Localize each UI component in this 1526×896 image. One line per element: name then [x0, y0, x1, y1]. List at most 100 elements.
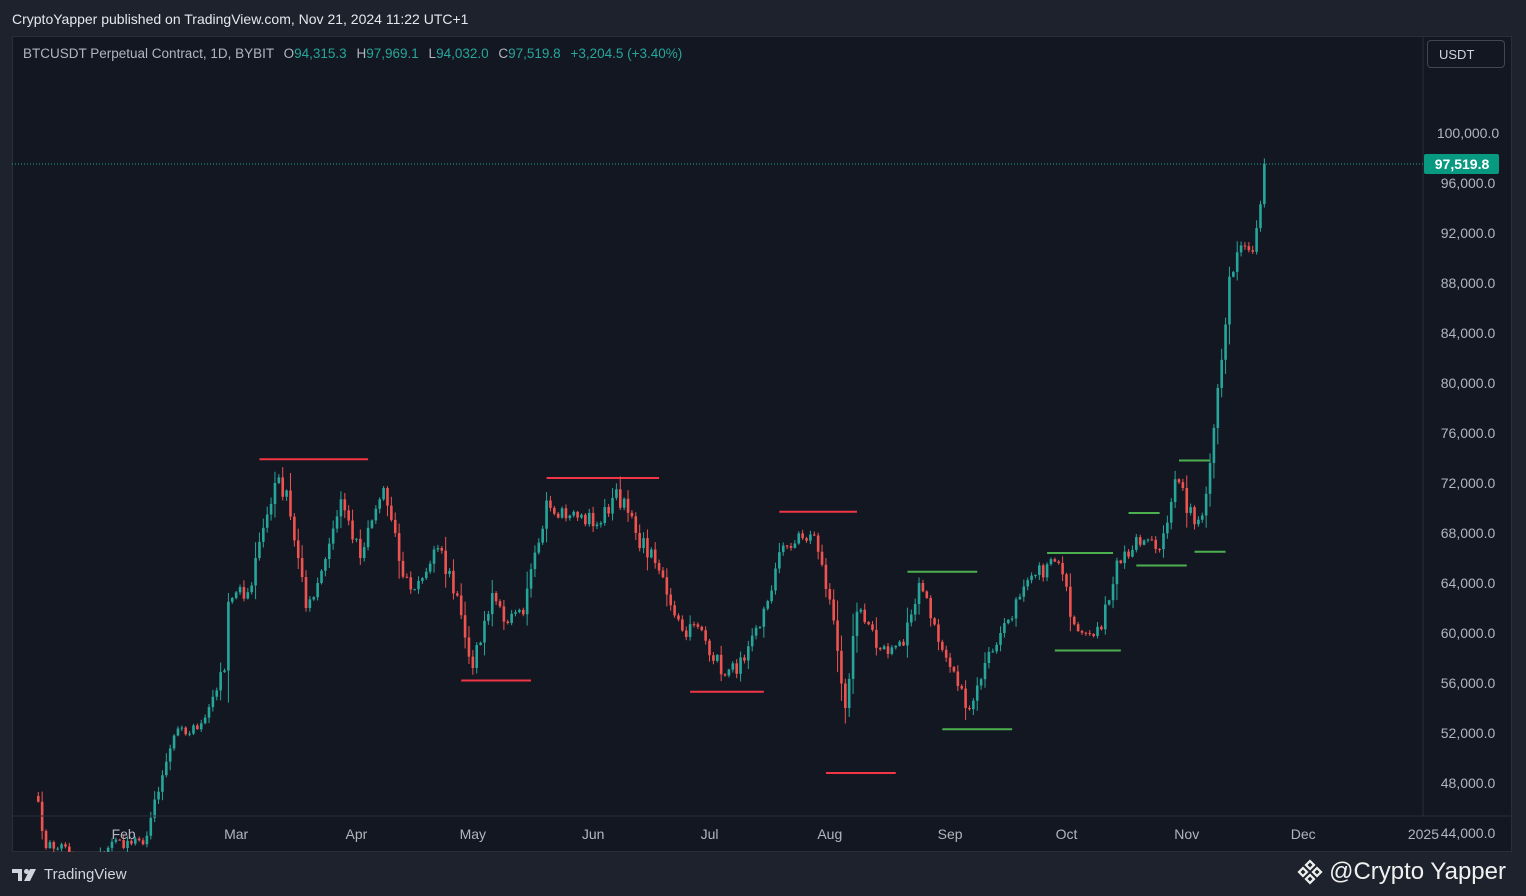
candle-body: [847, 678, 851, 708]
time-tick-label: Apr: [346, 826, 368, 842]
candle-body: [991, 651, 995, 653]
candle-body: [1123, 551, 1126, 564]
candle-body: [444, 550, 447, 574]
candle-body: [459, 595, 463, 616]
ohlc-legend: BTCUSDT Perpetual Contract, 1D, BYBIT O9…: [23, 46, 682, 61]
candle-body: [750, 635, 754, 647]
candle-body: [944, 649, 948, 658]
candle-body: [1057, 561, 1061, 563]
candle-body: [1197, 519, 1200, 525]
candle-body: [743, 657, 746, 661]
candle-body: [192, 725, 195, 734]
candle-body: [196, 725, 199, 730]
price-axis[interactable]: 100,000.0 96,000.0 92,000.0 88,000.0 84,000.…: [1422, 36, 1499, 841]
candle-body: [696, 624, 700, 627]
candle-body: [130, 840, 133, 844]
candle-body: [64, 844, 67, 847]
tradingview-icon: [12, 868, 36, 881]
candle-body: [1177, 479, 1181, 483]
candle-body: [863, 609, 867, 623]
price-tick-label: 60,000.0: [1441, 625, 1496, 641]
candle-body: [719, 654, 723, 675]
candle-body: [1084, 632, 1088, 634]
candle-body: [137, 838, 141, 841]
candle-body: [165, 761, 168, 776]
candle-body: [1220, 359, 1223, 388]
candle-body: [692, 624, 696, 626]
tradingview-logo[interactable]: TradingView: [12, 866, 127, 883]
candle-body: [498, 601, 502, 607]
candle-body: [1022, 586, 1026, 597]
candle-body: [262, 527, 265, 542]
candle-body: [1003, 623, 1006, 633]
candle-body: [1243, 245, 1247, 247]
price-tick-label: 76,000.0: [1441, 425, 1496, 441]
candle-body: [110, 841, 114, 848]
candle-body: [114, 839, 118, 842]
candle-body: [1038, 565, 1041, 575]
candle-body: [1162, 533, 1165, 550]
candle-body: [1041, 565, 1045, 578]
candle-body: [324, 559, 327, 571]
time-tick-label: May: [460, 826, 486, 842]
candle-body: [1096, 626, 1099, 636]
candle-body: [370, 520, 374, 528]
high-value: 97,969.1: [366, 46, 419, 61]
candle-body: [393, 519, 397, 534]
candle-body: [521, 609, 525, 615]
candle-body: [1185, 488, 1189, 513]
candle-body: [347, 510, 350, 521]
candle-body: [956, 671, 960, 687]
close-value: 97,519.8: [508, 46, 561, 61]
price-tick-label: 72,000.0: [1441, 475, 1496, 491]
candle-body: [952, 666, 956, 672]
low-value: 94,032.0: [436, 46, 489, 61]
candle-body: [207, 707, 211, 718]
level-lines: [259, 458, 1226, 774]
time-tick-label: Jul: [701, 826, 719, 842]
candle-body: [599, 523, 603, 525]
candle-body: [161, 775, 164, 792]
price-chart[interactable]: 100,000.0 96,000.0 92,000.0 88,000.0 84,000.…: [12, 36, 1512, 852]
candle-body: [382, 488, 385, 500]
candle-body: [789, 546, 793, 548]
candle-body: [541, 528, 544, 543]
candle-body: [359, 538, 362, 558]
candle-body: [987, 651, 991, 663]
candle-body: [618, 489, 622, 508]
candle-body: [723, 674, 727, 676]
candle-body: [735, 663, 738, 674]
candle-body: [456, 593, 459, 596]
candle-body: [1030, 575, 1033, 581]
candle-body: [681, 619, 684, 631]
candle-body: [653, 549, 657, 564]
candle-body: [374, 508, 378, 521]
candle-body: [1146, 539, 1150, 541]
candle-body: [812, 534, 816, 536]
candle-body: [739, 657, 742, 674]
candle-body: [840, 650, 843, 684]
candle-body: [937, 624, 940, 642]
candle-body: [56, 848, 59, 850]
candle-body: [859, 609, 863, 612]
candle-body: [1103, 604, 1107, 630]
currency-button[interactable]: USDT: [1427, 40, 1505, 68]
candle-body: [529, 569, 533, 589]
candle-body: [708, 640, 711, 656]
candle-body: [467, 637, 471, 657]
candle-body: [145, 835, 149, 845]
candle-body: [448, 570, 451, 574]
open-value: 94,315.3: [294, 46, 347, 61]
candle-body: [995, 644, 998, 652]
candle-body: [1224, 324, 1227, 360]
candle-body: [409, 577, 413, 590]
candle-body: [366, 527, 370, 548]
candle-body: [801, 533, 804, 539]
candle-body: [1150, 539, 1154, 541]
time-tick-label: Oct: [1056, 826, 1078, 842]
candle-body: [1173, 479, 1177, 503]
candle-body: [483, 620, 486, 643]
time-axis[interactable]: Feb Mar Apr May Jun Jul Aug Sep Oct Nov Dec 2025: [12, 815, 1512, 842]
symbol-label[interactable]: BTCUSDT Perpetual Contract, 1D, BYBIT: [23, 46, 274, 61]
candle-body: [1135, 537, 1138, 550]
